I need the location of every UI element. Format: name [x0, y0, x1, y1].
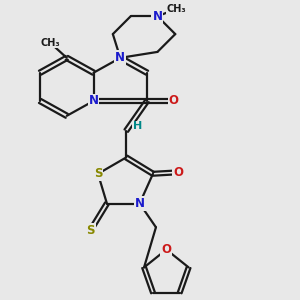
Text: CH₃: CH₃ [40, 38, 60, 48]
Text: O: O [173, 166, 183, 179]
Text: S: S [86, 224, 95, 237]
Text: H: H [133, 121, 142, 131]
Text: N: N [135, 197, 145, 210]
Text: S: S [94, 167, 102, 180]
Text: O: O [161, 243, 171, 256]
Text: CH₃: CH₃ [167, 4, 187, 14]
Text: N: N [152, 10, 162, 23]
Text: O: O [169, 94, 179, 107]
Text: N: N [88, 94, 98, 107]
Text: N: N [115, 51, 125, 64]
